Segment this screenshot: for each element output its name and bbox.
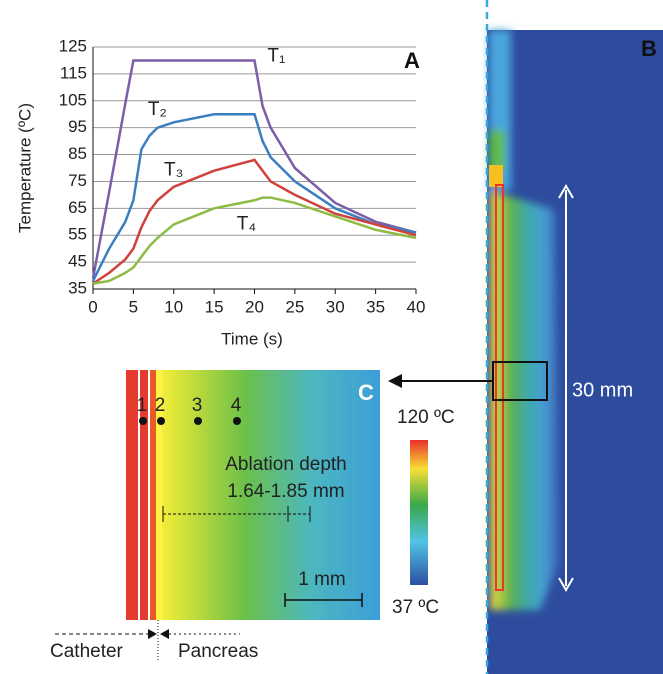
x-tick-label: 15: [205, 297, 224, 316]
y-tick-label: 35: [68, 278, 87, 297]
series-label: T₃: [164, 160, 183, 181]
panel-label: C: [358, 380, 374, 405]
x-tick-label: 30: [326, 297, 345, 316]
point-label: 1: [137, 395, 148, 416]
point-label: 4: [231, 395, 242, 416]
y-tick-label: 45: [68, 252, 87, 271]
x-tick-label: 35: [366, 297, 385, 316]
region-label: Catheter: [50, 641, 124, 662]
gap: [148, 370, 150, 620]
arrow-head: [148, 629, 157, 639]
point: [194, 417, 202, 425]
x-tick-label: 0: [88, 297, 97, 316]
y-tick-label: 55: [68, 225, 87, 244]
x-tick-label: 40: [407, 297, 426, 316]
point-label: 2: [155, 395, 166, 416]
annotation: 1.64-1.85 mm: [227, 481, 344, 502]
x-tick-label: 25: [285, 297, 304, 316]
y-tick-label: 115: [60, 63, 87, 82]
series-label: T₄: [237, 213, 257, 234]
colorbar: [410, 440, 428, 585]
y-tick-label: 125: [59, 36, 87, 55]
catheter-layer: [140, 370, 148, 620]
series-line: [91, 112, 417, 282]
panel-c-bg: [155, 370, 380, 620]
y-tick-label: 85: [68, 144, 87, 163]
y-tick-label: 65: [68, 198, 87, 217]
series-line: [91, 59, 417, 279]
arrow-head: [160, 629, 169, 639]
arrow-head: [388, 374, 402, 388]
heat-tip: [489, 165, 503, 187]
cbar-min: 37 ºC: [392, 597, 439, 618]
x-tick-label: 10: [164, 297, 183, 316]
point: [139, 417, 147, 425]
point-label: 3: [192, 395, 203, 416]
panel-label: B: [641, 36, 657, 61]
x-tick-label: 20: [245, 297, 264, 316]
arrow-heads: [558, 184, 574, 592]
y-tick-label: 75: [68, 171, 87, 190]
depth-ticks: [162, 506, 311, 522]
series-line: [92, 158, 417, 285]
series-label: T₂: [148, 99, 167, 120]
y-tick-label: 105: [59, 90, 87, 109]
length-label: 30 mm: [572, 379, 633, 401]
region-label: Pancreas: [178, 641, 258, 662]
x-axis-label: Time (s): [221, 329, 283, 348]
catheter-layer: [126, 370, 138, 620]
cbar-max: 120 ºC: [397, 407, 455, 428]
series-label: T₁: [267, 45, 285, 66]
y-tick-label: 95: [68, 117, 87, 136]
series-line: [92, 196, 417, 285]
annotation: Ablation depth: [225, 454, 347, 475]
interface: [157, 370, 162, 620]
x-tick-label: 5: [129, 297, 138, 316]
y-axis-label: Temperature (ºC): [15, 103, 34, 233]
catheter-layer: [150, 370, 156, 620]
point: [233, 417, 241, 425]
point: [157, 417, 165, 425]
gap: [138, 370, 140, 620]
catheter: [495, 184, 504, 591]
panel-label: A: [404, 48, 420, 73]
scale-bar: [284, 593, 363, 607]
scale-label: 1 mm: [298, 569, 346, 590]
